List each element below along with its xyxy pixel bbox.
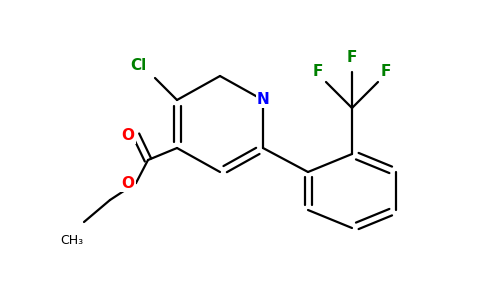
Text: N: N bbox=[257, 92, 270, 107]
Text: O: O bbox=[121, 128, 135, 142]
Text: F: F bbox=[381, 64, 391, 80]
Text: F: F bbox=[347, 50, 357, 65]
Text: O: O bbox=[121, 176, 135, 190]
Text: F: F bbox=[313, 64, 323, 80]
Text: CH₃: CH₃ bbox=[60, 233, 84, 247]
Text: Cl: Cl bbox=[130, 58, 146, 73]
